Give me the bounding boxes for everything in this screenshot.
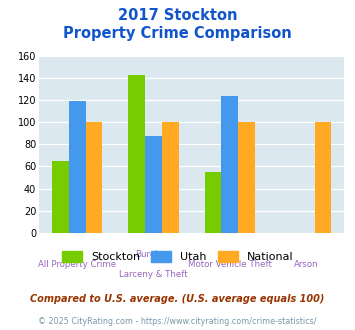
Text: Motor Vehicle Theft: Motor Vehicle Theft xyxy=(188,260,272,269)
Text: Larceny & Theft: Larceny & Theft xyxy=(119,270,188,279)
Bar xyxy=(205,172,222,233)
Legend: Stockton, Utah, National: Stockton, Utah, National xyxy=(58,247,297,267)
Bar xyxy=(69,101,86,233)
Text: Property Crime Comparison: Property Crime Comparison xyxy=(63,26,292,41)
Bar xyxy=(315,122,331,233)
Text: Arson: Arson xyxy=(294,260,318,269)
Bar xyxy=(86,122,102,233)
Text: All Property Crime: All Property Crime xyxy=(38,260,116,269)
Text: Burglary: Burglary xyxy=(135,250,172,259)
Bar xyxy=(129,75,145,233)
Bar xyxy=(222,96,238,233)
Bar xyxy=(238,122,255,233)
Text: Compared to U.S. average. (U.S. average equals 100): Compared to U.S. average. (U.S. average … xyxy=(30,294,325,304)
Bar xyxy=(145,136,162,233)
Text: © 2025 CityRating.com - https://www.cityrating.com/crime-statistics/: © 2025 CityRating.com - https://www.city… xyxy=(38,317,317,326)
Text: 2017 Stockton: 2017 Stockton xyxy=(118,8,237,23)
Bar xyxy=(162,122,179,233)
Bar xyxy=(52,161,69,233)
